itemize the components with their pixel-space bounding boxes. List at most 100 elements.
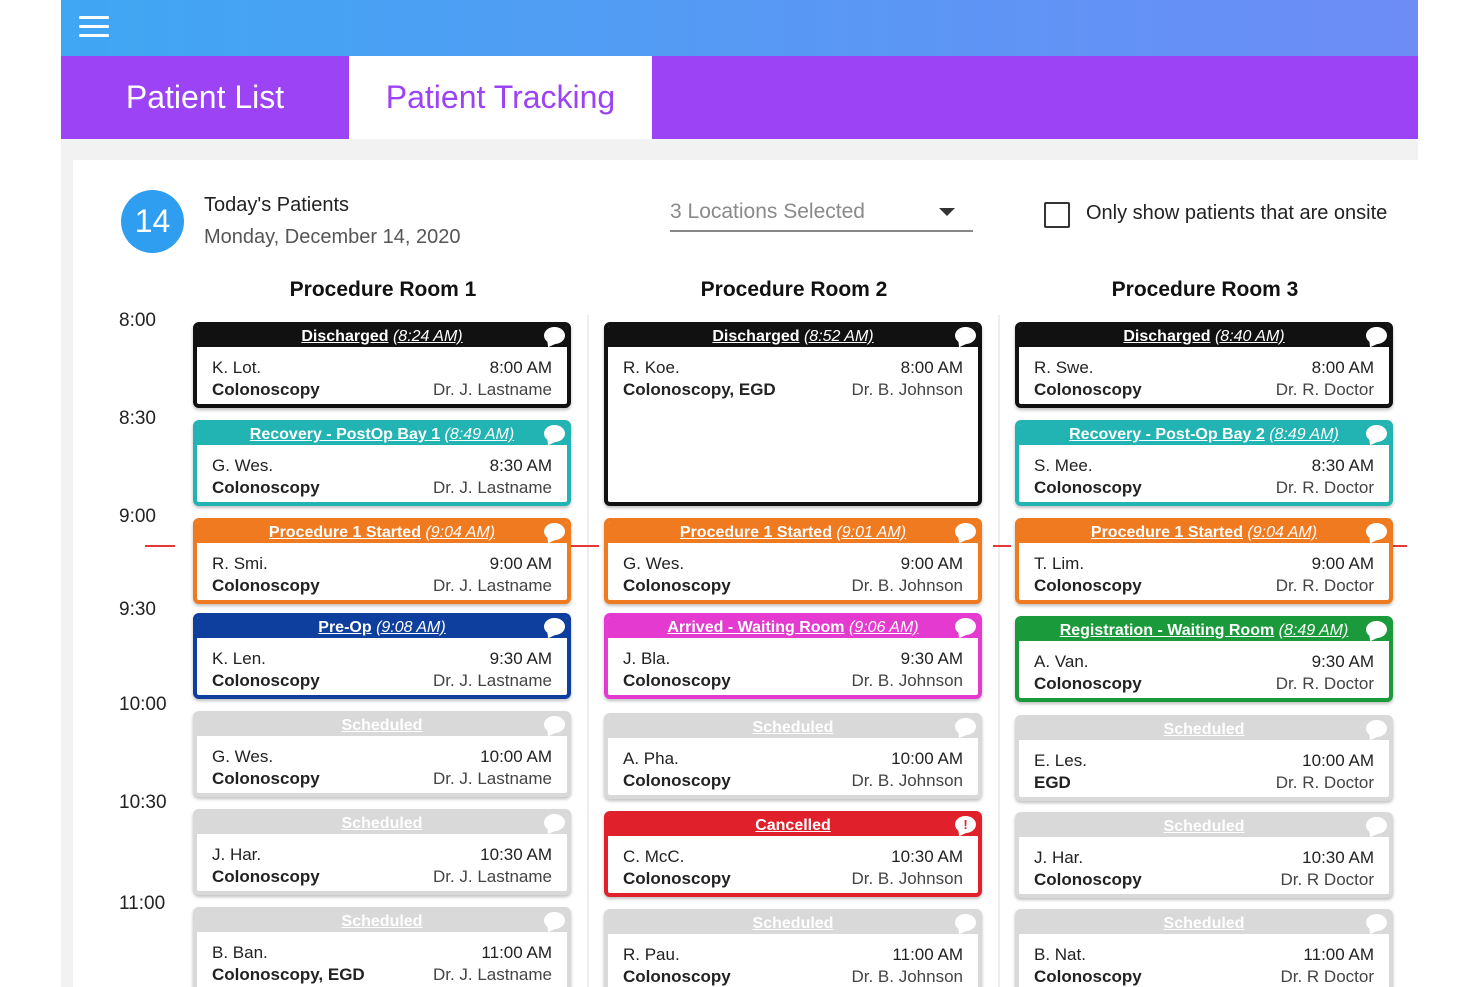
doctor-name: Dr. J. Lastname	[432, 671, 552, 690]
procedure-name: Colonoscopy	[623, 671, 731, 690]
appointment-card[interactable]: Scheduled A. Pha. 10:00 AM Colonoscopy Dr.…	[604, 713, 982, 799]
card-status-header: Discharged (8:24 AM)	[197, 326, 567, 347]
appointment-card[interactable]: Scheduled G. Wes. 10:00 AM Colonoscopy Dr.…	[193, 711, 571, 797]
card-status-time: (8:40 AM)	[1214, 328, 1285, 345]
appointment-time: 9:30 AM	[489, 649, 552, 668]
appointment-card[interactable]: Discharged (8:52 AM) R. Koe. 8:00 AM Colo…	[604, 322, 982, 506]
appointment-time: 8:30 AM	[1311, 456, 1374, 475]
appointment-card[interactable]: Scheduled J. Har. 10:30 AM Colonoscopy Dr.…	[193, 809, 571, 895]
comment-bubble-icon[interactable]	[955, 618, 976, 635]
doctor-name: Dr. R. Doctor	[1275, 773, 1374, 792]
column-divider	[587, 315, 589, 987]
card-status-header: Recovery - Post-Op Bay 2 (8:49 AM)	[1019, 424, 1389, 445]
tab-patient-list[interactable]: Patient List	[125, 79, 285, 115]
appointment-card[interactable]: Procedure 1 Started (9:04 AM) R. Smi. 9:0…	[193, 518, 571, 604]
card-status-header: Recovery - PostOp Bay 1 (8:49 AM)	[197, 424, 567, 445]
appointment-card[interactable]: Arrived - Waiting Room (9:06 AM) J. Bla.…	[604, 613, 982, 699]
procedure-name: Colonoscopy	[623, 869, 731, 888]
comment-bubble-icon[interactable]	[955, 718, 976, 735]
card-status-header: Discharged (8:40 AM)	[1019, 326, 1389, 347]
comment-bubble-icon[interactable]	[544, 523, 565, 540]
procedure-name: Colonoscopy	[212, 380, 320, 399]
card-status-header: Registration - Waiting Room (8:49 AM)	[1019, 620, 1389, 641]
comment-bubble-icon[interactable]	[1366, 817, 1387, 834]
comment-bubble-icon[interactable]	[1366, 621, 1387, 638]
appointment-time: 11:00 AM	[892, 945, 963, 964]
card-status: Discharged	[712, 328, 800, 345]
comment-bubble-icon[interactable]	[1366, 720, 1387, 737]
card-status-time: (9:04 AM)	[1247, 524, 1318, 541]
comment-bubble-icon[interactable]	[1366, 425, 1387, 442]
patient-name: K. Len.	[212, 649, 266, 668]
appointment-card[interactable]: Procedure 1 Started (9:04 AM) T. Lim. 9:0…	[1015, 518, 1393, 604]
room-header-3: Procedure Room 3	[1111, 278, 1299, 301]
comment-bubble-icon[interactable]	[955, 327, 976, 344]
comment-bubble-icon[interactable]	[544, 327, 565, 344]
patient-name: R. Smi.	[212, 554, 268, 573]
appointment-card[interactable]: Scheduled B. Nat. 11:00 AM Colonoscopy Dr.…	[1015, 909, 1393, 987]
doctor-name: Dr. R. Doctor	[1275, 478, 1374, 497]
card-status-header: Arrived - Waiting Room (9:06 AM)	[608, 617, 978, 638]
appointment-time: 9:00 AM	[900, 554, 963, 573]
locations-dropdown-value: 3 Locations Selected	[670, 200, 865, 223]
card-status: Procedure 1 Started	[268, 524, 421, 541]
room-header-2: Procedure Room 2	[700, 278, 888, 301]
appointment-card[interactable]: Registration - Waiting Room (8:49 AM) A.…	[1015, 616, 1393, 702]
appointment-time: 10:30 AM	[1302, 848, 1374, 867]
patient-name: J. Har.	[212, 845, 262, 864]
onsite-checkbox[interactable]	[1044, 202, 1070, 228]
comment-bubble-icon[interactable]	[544, 912, 565, 929]
patient-name: A. Pha.	[623, 749, 679, 768]
appointment-card[interactable]: Recovery - PostOp Bay 1 (8:49 AM) G. Wes…	[193, 420, 571, 506]
appointment-card[interactable]: Pre-Op (9:08 AM) K. Len. 9:30 AM Colonosc…	[193, 613, 571, 699]
patient-name: C. McC.	[623, 847, 685, 866]
onsite-checkbox-label[interactable]: Only show patients that are onsite	[1086, 202, 1388, 224]
time-label: 8:30	[119, 408, 156, 429]
procedure-name: Colonoscopy, EGD	[212, 965, 365, 984]
procedure-name: Colonoscopy	[623, 967, 731, 986]
alert-comment-icon[interactable]: !	[955, 816, 976, 833]
appointment-time: 8:00 AM	[489, 358, 552, 377]
appointment-card[interactable]: Recovery - Post-Op Bay 2 (8:49 AM) S. Me…	[1015, 420, 1393, 506]
comment-bubble-icon[interactable]	[544, 814, 565, 831]
card-status: Scheduled	[752, 915, 834, 932]
appointment-card[interactable]: Cancelled ! C. McC. 10:30 AM Colonoscopy D…	[604, 811, 982, 897]
menu-icon[interactable]	[79, 16, 109, 38]
appointment-time: 11:00 AM	[481, 943, 552, 962]
locations-dropdown[interactable]: 3 Locations Selected	[670, 196, 973, 232]
comment-bubble-icon[interactable]	[544, 425, 565, 442]
tracking-panel: 14 Today's Patients Monday, December 14,…	[73, 160, 1418, 987]
room-header-1: Procedure Room 1	[289, 278, 477, 301]
current-time-indicator	[993, 545, 1011, 547]
comment-bubble-icon[interactable]	[1366, 523, 1387, 540]
card-status-time: (8:52 AM)	[803, 328, 874, 345]
tab-bar: Patient List Patient Tracking	[61, 56, 1418, 139]
comment-bubble-icon[interactable]	[955, 523, 976, 540]
appointment-card[interactable]: Scheduled E. Les. 10:00 AM EGD Dr. R. Doct…	[1015, 715, 1393, 801]
appointment-card[interactable]: Scheduled B. Ban. 11:00 AM Colonoscopy, E…	[193, 907, 571, 987]
comment-bubble-icon[interactable]	[955, 914, 976, 931]
procedure-name: Colonoscopy	[623, 771, 731, 790]
comment-bubble-icon[interactable]	[544, 716, 565, 733]
appointment-card[interactable]: Scheduled J. Har. 10:30 AM Colonoscopy Dr.…	[1015, 812, 1393, 898]
appointment-time: 9:30 AM	[1311, 652, 1374, 671]
top-app-bar	[61, 0, 1418, 56]
doctor-name: Dr. R Doctor	[1280, 967, 1374, 986]
appointment-card[interactable]: Discharged (8:24 AM) K. Lot. 8:00 AM Colo…	[193, 322, 571, 408]
card-status: Registration - Waiting Room	[1059, 622, 1275, 639]
appointment-card[interactable]: Discharged (8:40 AM) R. Swe. 8:00 AM Colo…	[1015, 322, 1393, 408]
comment-bubble-icon[interactable]	[1366, 327, 1387, 344]
doctor-name: Dr. R. Doctor	[1275, 674, 1374, 693]
appointment-card[interactable]: Scheduled R. Pau. 11:00 AM Colonoscopy Dr.…	[604, 909, 982, 987]
procedure-name: Colonoscopy	[212, 576, 320, 595]
card-status-time: (9:06 AM)	[848, 619, 919, 636]
procedure-name: Colonoscopy	[1034, 674, 1142, 693]
appointment-card[interactable]: Procedure 1 Started (9:01 AM) G. Wes. 9:0…	[604, 518, 982, 604]
comment-bubble-icon[interactable]	[544, 618, 565, 635]
doctor-name: Dr. R. Doctor	[1275, 380, 1374, 399]
comment-bubble-icon[interactable]	[1366, 914, 1387, 931]
card-status-time: (8:24 AM)	[392, 328, 463, 345]
tab-patient-tracking[interactable]: Patient Tracking	[349, 56, 652, 139]
procedure-name: Colonoscopy	[212, 671, 320, 690]
doctor-name: Dr. R. Doctor	[1275, 576, 1374, 595]
